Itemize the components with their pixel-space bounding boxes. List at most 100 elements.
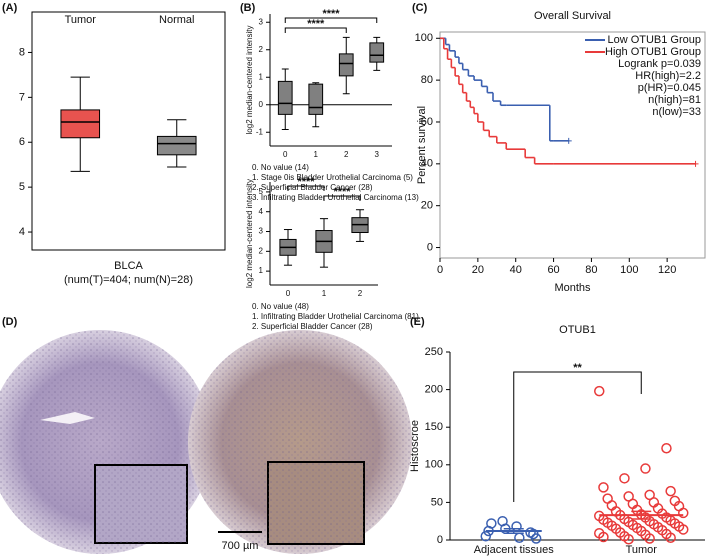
data-point [598, 531, 609, 543]
data-point [619, 473, 630, 484]
y-tick-label: 2 [259, 45, 264, 54]
x-tick-label: Adjacent tissues [474, 544, 555, 556]
y-tick-label: 40 [421, 158, 433, 170]
y-tick-label: 4 [19, 226, 25, 238]
data-point [480, 530, 491, 542]
y-tick-label: 60 [421, 116, 433, 128]
data-point [644, 533, 655, 544]
significance-bracket [284, 17, 378, 23]
box [60, 109, 101, 139]
panel-label: (C) [412, 2, 428, 14]
y-tick-label: 250 [425, 346, 443, 358]
annotation: p(HR)=0.045 [638, 82, 701, 94]
box [338, 53, 354, 77]
legend-note: 1. Infiltrating Bladder Urothelial Carci… [252, 312, 419, 321]
y-tick-label: 150 [425, 421, 443, 433]
y-tick-label: 0 [437, 534, 443, 546]
x-tick-label: 20 [472, 264, 484, 276]
significance-bracket [284, 27, 347, 33]
y-tick-label: 3 [259, 17, 264, 26]
significance-bracket [323, 195, 361, 201]
significance-label: **** [297, 176, 315, 188]
annotation: HR(high)=2.2 [635, 70, 701, 82]
y-tick-label: 20 [421, 200, 433, 212]
y-tick-label: 80 [421, 74, 433, 86]
y-tick-label: 4 [259, 207, 264, 216]
x-tick-label: 1 [314, 150, 319, 159]
data-point [678, 507, 689, 519]
legend-label: Low OTUB1 Group [607, 34, 701, 46]
censor-mark [692, 160, 699, 167]
x-tick-label: Tumor [65, 14, 97, 26]
x-tick-label: Tumor [626, 544, 658, 556]
x-tick-label: 1 [322, 289, 327, 298]
y-tick-label: 7 [19, 91, 25, 103]
y-tick-label: 1 [259, 72, 264, 81]
x-tick-label: 40 [510, 264, 522, 276]
x-tick-label: 2 [358, 289, 363, 298]
x-axis-note: (num(T)=404; num(N)=28) [64, 274, 193, 286]
data-point [514, 532, 525, 543]
plot-frame [31, 11, 226, 251]
box [277, 80, 293, 115]
y-tick-label: 100 [415, 32, 433, 44]
x-tick-label: Normal [159, 14, 194, 26]
chart-title: OTUB1 [559, 324, 596, 336]
y-tick-label: -1 [256, 127, 264, 136]
legend-note: 2. Superficial Bladder Cancer (28) [252, 322, 373, 331]
y-tick-label: 6 [19, 136, 25, 148]
legend-note: 3. Infiltrating Bladder Urothelial Carci… [252, 193, 419, 202]
box [369, 42, 385, 63]
x-tick-label: 3 [375, 150, 380, 159]
legend-label: High OTUB1 Group [605, 46, 701, 58]
inset-texture [95, 465, 187, 543]
panel-label: (B) [240, 2, 256, 14]
error-bar [503, 527, 524, 534]
y-tick-label: 2 [259, 246, 264, 255]
x-tick-label: 2 [344, 150, 349, 159]
panel-label: (E) [410, 316, 425, 328]
x-tick-label: 0 [283, 150, 288, 159]
data-point [665, 485, 676, 497]
y-axis-label: log2 median-centered intensity [245, 179, 254, 288]
image-panel: (D) 700 µm [0, 316, 412, 554]
x-axis-label: Months [554, 282, 591, 294]
y-tick-label: 8 [19, 46, 25, 58]
significance-label: **** [322, 8, 340, 20]
y-tick-label: 5 [259, 187, 264, 196]
plot-frame [439, 31, 706, 259]
legend-note: 0. No value (48) [252, 302, 309, 311]
y-tick-label: 5 [19, 181, 25, 193]
x-tick-label: 80 [585, 264, 597, 276]
legend-note: 2. Superficial Bladder Cancer (28) [252, 183, 373, 192]
y-tick-label: 200 [425, 384, 443, 396]
data-point [623, 533, 634, 545]
x-tick-label: 0 [286, 289, 291, 298]
x-tick-label: 0 [437, 264, 443, 276]
x-tick-label: 120 [658, 264, 676, 276]
y-axis-label: Histoscroe [409, 420, 421, 472]
y-axis-label: log2 median-centered intensity [245, 26, 254, 135]
data-point [665, 532, 676, 543]
scale-bar-label: 700 µm [222, 540, 259, 552]
data-point [594, 385, 605, 397]
censor-mark [565, 137, 572, 144]
box [308, 83, 324, 115]
significance-label: **** [333, 186, 351, 198]
y-axis-label: Percent survival [416, 106, 428, 184]
data-point [486, 518, 497, 529]
inset-texture [268, 462, 364, 544]
y-tick-label: 1 [259, 266, 264, 275]
data-point [530, 533, 542, 544]
error-bar [631, 510, 652, 520]
box [156, 135, 197, 156]
annotation: n(low)=33 [652, 106, 701, 118]
y-tick-label: 100 [425, 459, 443, 471]
chart-title: Overall Survival [534, 10, 611, 22]
y-tick-label: 0 [427, 241, 433, 253]
data-point [640, 463, 651, 474]
significance-bracket [287, 185, 325, 191]
legend-note: 1. Stage 0is Bladder Urothelial Carcinom… [252, 173, 413, 182]
